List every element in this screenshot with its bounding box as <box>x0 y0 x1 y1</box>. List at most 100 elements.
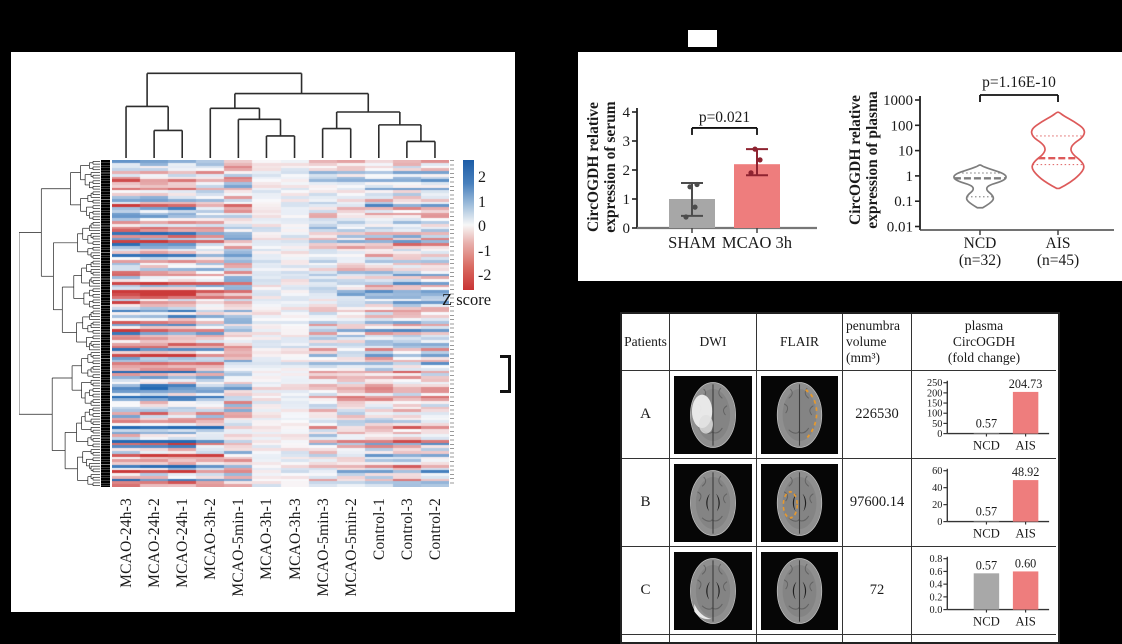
heatmap-column-label: MCAO-24h-3 <box>118 498 136 588</box>
colorbar-tick: -2 <box>478 267 492 284</box>
fold-change-chart-cell: 0.0 0.2 0.4 0.6 0.8 0.57 NCD 0.60 AIS <box>912 547 1056 635</box>
svg-text:250: 250 <box>927 378 942 389</box>
violin-ncd <box>953 164 1007 209</box>
svg-text:0: 0 <box>623 221 631 237</box>
table-header-flair: FLAIR <box>757 314 843 371</box>
colorbar-tick: 1 <box>478 193 486 211</box>
svg-text:100: 100 <box>891 118 914 134</box>
fold-change-chart-cell: 0 50 100 150 200 250 0.57 NCD 204.73 AIS <box>912 371 1056 459</box>
svg-text:1: 1 <box>623 192 631 208</box>
row-label-ticks <box>101 160 110 487</box>
row-dendrogram <box>19 161 100 486</box>
svg-text:0.6: 0.6 <box>930 566 943 577</box>
heatmap-column-label: Control-1 <box>370 498 388 561</box>
column-dendrogram <box>125 72 436 158</box>
svg-text:0.57: 0.57 <box>976 416 997 430</box>
svg-text:0: 0 <box>937 517 942 528</box>
table-cut-row <box>670 635 757 642</box>
heatmap-column-label: MCAO-24h-2 <box>146 498 164 588</box>
svg-text:200: 200 <box>927 388 942 399</box>
fold-change-chart: 0 20 40 60 0.57 NCD 48.92 AIS <box>932 465 1050 540</box>
svg-text:0.57: 0.57 <box>976 558 997 572</box>
table-header-dwi: DWI <box>670 314 757 371</box>
heatmap-column-label: MCAO-5min-2 <box>342 498 360 597</box>
svg-text:SHAM: SHAM <box>668 233 716 252</box>
svg-text:0: 0 <box>937 429 942 440</box>
serum-bar-chart: 0 1 2 3 4 SHAM MCAO 3h p=0.021 <box>623 105 817 252</box>
dwi-cell <box>670 547 757 635</box>
clipped-bracket-mark <box>500 355 511 393</box>
heatmap-column-label: MCAO-24h-1 <box>174 498 192 588</box>
flair-cell <box>757 371 843 459</box>
flair-image <box>761 551 838 630</box>
svg-text:100: 100 <box>927 408 942 419</box>
svg-text:0.8: 0.8 <box>930 554 943 565</box>
table-cut-row <box>622 635 670 642</box>
dwi-cell <box>670 371 757 459</box>
svg-text:10: 10 <box>898 144 913 160</box>
heatmap-column-label: Control-2 <box>426 498 444 561</box>
table-header-plasma-circogdh: plasma CircOGDH (fold change) <box>912 314 1056 371</box>
patient-id: A <box>622 371 670 459</box>
svg-text:0.60: 0.60 <box>1015 556 1036 570</box>
violin-ais <box>1030 111 1086 190</box>
svg-text:0.1: 0.1 <box>894 194 913 210</box>
svg-text:0.2: 0.2 <box>930 592 943 603</box>
table-cut-row <box>757 635 843 642</box>
colorbar-tick: 0 <box>478 218 486 235</box>
svg-text:NCD: NCD <box>964 235 997 252</box>
svg-text:40: 40 <box>932 483 942 494</box>
svg-text:4: 4 <box>623 105 631 121</box>
svg-text:AIS: AIS <box>1046 235 1071 252</box>
svg-text:(n=32): (n=32) <box>959 252 1001 269</box>
zscore-label: Z score <box>442 290 492 309</box>
table-cut-row <box>843 635 912 642</box>
svg-text:0.01: 0.01 <box>887 220 913 236</box>
flair-cell <box>757 547 843 635</box>
penumbra-volume-value: 97600.14 <box>843 459 912 547</box>
zscore-colorbar <box>463 160 474 290</box>
flair-image <box>761 375 838 454</box>
svg-text:AIS: AIS <box>1015 614 1036 628</box>
svg-text:204.73: 204.73 <box>1009 376 1043 390</box>
svg-text:MCAO 3h: MCAO 3h <box>722 233 793 252</box>
row-ticks-right <box>450 160 454 487</box>
colorbar-tick: 2 <box>478 169 486 186</box>
patient-id: C <box>622 547 670 635</box>
dwi-image <box>674 463 752 542</box>
heatmap-column-label: MCAO-3h-2 <box>202 498 220 580</box>
flair-image <box>761 463 838 542</box>
svg-text:0.4: 0.4 <box>930 579 943 590</box>
heatmap-column-label: MCAO-3h-3 <box>286 498 304 580</box>
dwi-image <box>674 375 752 454</box>
table-header-penumbra-volume: penumbra volume (mm³) <box>843 314 912 371</box>
fold-change-chart-cell: 0 20 40 60 0.57 NCD 48.92 AIS <box>912 459 1056 547</box>
flair-cell <box>757 459 843 547</box>
svg-text:p=0.021: p=0.021 <box>699 109 750 126</box>
svg-text:60: 60 <box>932 466 942 477</box>
heatmap-panel: 2 1 0 -1 -2 Z score MCAO-24h-3 MCAO-24h-2 MCAO… <box>11 52 515 612</box>
svg-text:0.57: 0.57 <box>976 504 997 518</box>
fold-change-chart: 0.0 0.2 0.4 0.60.8 0.57 NCD 0.60 AIS <box>930 554 1050 628</box>
svg-text:48.92: 48.92 <box>1012 465 1040 479</box>
patient-id: B <box>622 459 670 547</box>
svg-text:50: 50 <box>932 418 942 429</box>
svg-text:AIS: AIS <box>1015 526 1036 540</box>
heatmap-column-label: MCAO-5min-1 <box>230 498 248 597</box>
svg-text:(n=45): (n=45) <box>1037 252 1079 269</box>
heatmap-column-label: MCAO-5min-3 <box>314 498 332 597</box>
svg-text:p=1.16E-10: p=1.16E-10 <box>982 74 1056 91</box>
svg-text:20: 20 <box>932 500 942 511</box>
penumbra-volume-value: 226530 <box>843 371 912 459</box>
svg-text:2: 2 <box>623 163 631 179</box>
svg-text:NCD: NCD <box>973 438 1000 452</box>
heatmap-column-label: Control-3 <box>398 498 416 561</box>
expression-heatmap <box>112 160 449 487</box>
svg-text:1: 1 <box>906 169 914 185</box>
penumbra-volume-value: 72 <box>843 547 912 635</box>
patients-table-panel: Patients DWI FLAIR penumbra volume (mm³) p… <box>620 312 1060 644</box>
svg-text:0.0: 0.0 <box>930 605 943 616</box>
